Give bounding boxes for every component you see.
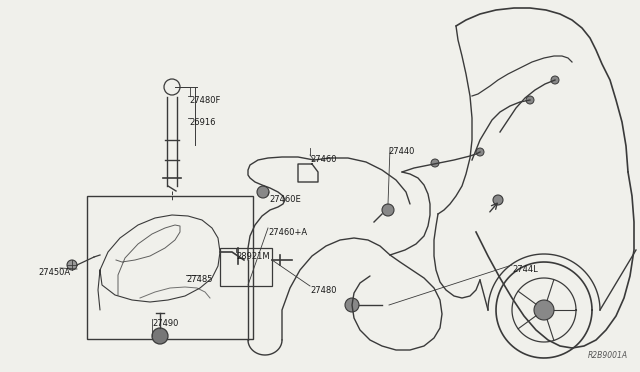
Circle shape	[476, 148, 484, 156]
Text: 27450A: 27450A	[38, 268, 70, 277]
Circle shape	[526, 96, 534, 104]
Text: 27490: 27490	[152, 319, 179, 328]
Circle shape	[493, 195, 503, 205]
Text: 2744L: 2744L	[512, 265, 538, 274]
Circle shape	[534, 300, 554, 320]
Text: 26916: 26916	[189, 118, 216, 127]
Text: 27485: 27485	[186, 275, 212, 284]
Circle shape	[67, 260, 77, 270]
Text: 27460+A: 27460+A	[268, 228, 307, 237]
Circle shape	[551, 76, 559, 84]
Circle shape	[345, 298, 359, 312]
Text: 28921M: 28921M	[236, 252, 269, 261]
Text: R2B9001A: R2B9001A	[588, 351, 628, 360]
Circle shape	[431, 159, 439, 167]
Circle shape	[257, 186, 269, 198]
Circle shape	[152, 328, 168, 344]
Circle shape	[382, 204, 394, 216]
Text: 27480: 27480	[310, 286, 337, 295]
Text: 27480F: 27480F	[189, 96, 220, 105]
Text: 27460E: 27460E	[269, 195, 301, 204]
Text: 27460: 27460	[310, 155, 337, 164]
Text: 27440: 27440	[388, 147, 414, 156]
Bar	[220, 248, 272, 286]
Bar	[87, 196, 253, 339]
